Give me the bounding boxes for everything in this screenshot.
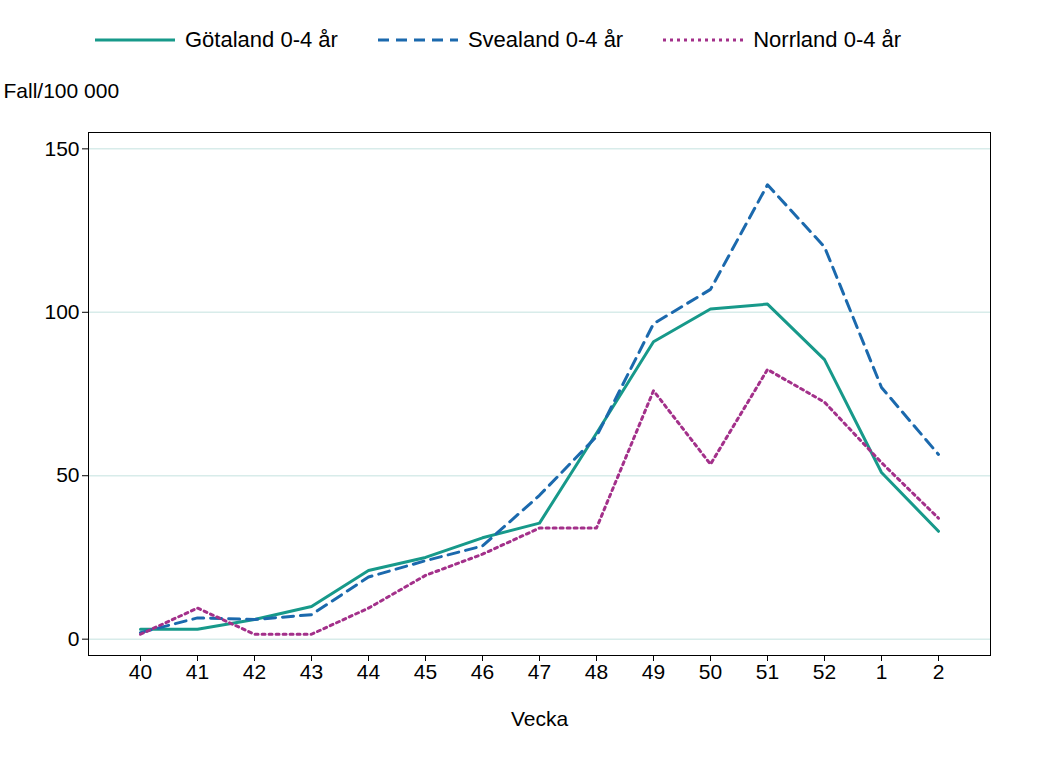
svg-text:46: 46: [471, 660, 494, 683]
svg-text:1: 1: [876, 660, 888, 683]
svg-text:49: 49: [642, 660, 665, 683]
svg-text:47: 47: [528, 660, 551, 683]
svg-text:44: 44: [357, 660, 381, 683]
svg-text:Vecka: Vecka: [511, 707, 569, 730]
svg-text:50: 50: [56, 463, 79, 486]
svg-text:48: 48: [585, 660, 608, 683]
svg-text:52: 52: [813, 660, 836, 683]
svg-text:41: 41: [186, 660, 209, 683]
svg-text:50: 50: [699, 660, 722, 683]
svg-text:43: 43: [300, 660, 323, 683]
svg-text:150: 150: [44, 137, 79, 160]
svg-text:Fall/100 000: Fall/100 000: [4, 80, 120, 102]
svg-text:2: 2: [933, 660, 945, 683]
html-text:Svealand 0-4 år: Svealand 0-4 år: [467, 27, 624, 52]
html-text:Norrland 0-4 år: Norrland 0-4 år: [753, 27, 902, 52]
svg-text:100: 100: [44, 300, 79, 323]
svg-text:42: 42: [243, 660, 266, 683]
html-text:Götaland 0-4 år: Götaland 0-4 år: [185, 27, 338, 52]
svg-text:40: 40: [129, 660, 152, 683]
svg-text:45: 45: [414, 660, 437, 683]
svg-text:0: 0: [68, 627, 80, 650]
svg-text:51: 51: [756, 660, 779, 683]
